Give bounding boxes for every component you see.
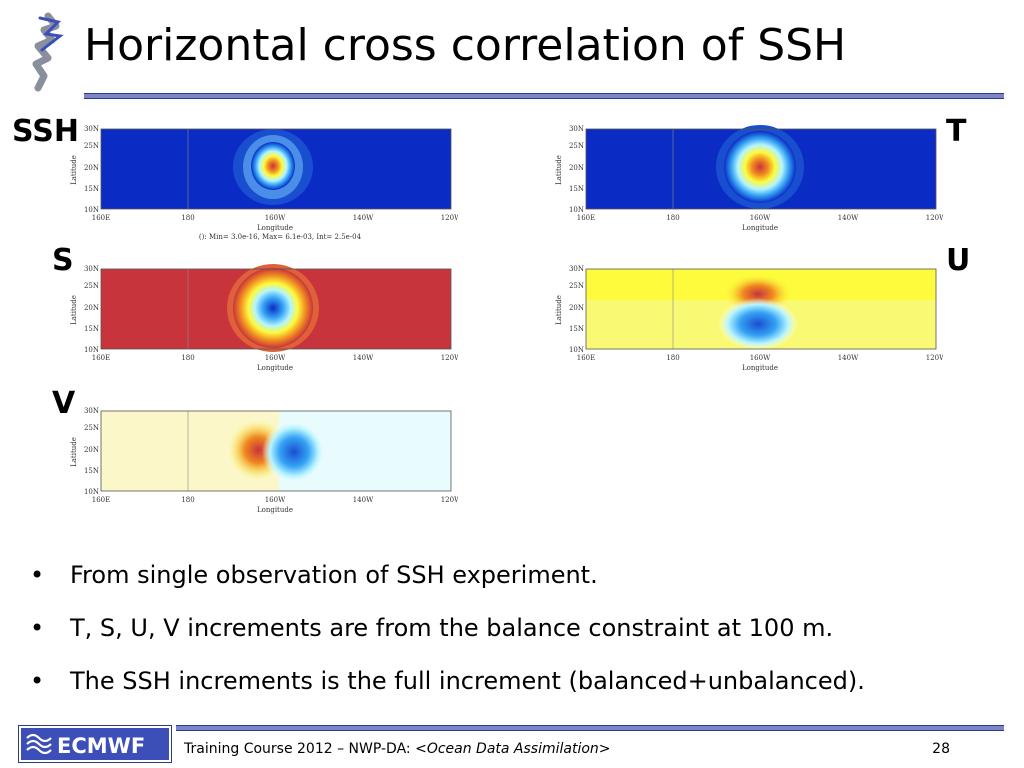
xtick-140w: 140W bbox=[353, 214, 374, 222]
ytick-10n: 10N bbox=[84, 206, 99, 214]
xtick-120w: 120W bbox=[441, 496, 458, 504]
ytick-10n: 10N bbox=[84, 346, 99, 354]
xtick-180: 180 bbox=[666, 354, 679, 362]
xtick-160w: 160W bbox=[750, 214, 771, 222]
panel-label-ssh: SSH bbox=[12, 114, 79, 149]
bullet-item: T, S, U, V increments are from the balan… bbox=[30, 611, 1010, 645]
ecmwf-swirl-logo bbox=[32, 12, 64, 92]
ytick-10n: 10N bbox=[84, 488, 99, 496]
ytick-30n: 30N bbox=[84, 265, 99, 273]
xtick-160e: 160E bbox=[92, 354, 110, 362]
footer-divider bbox=[176, 725, 1004, 731]
ytick-25n: 25N bbox=[569, 142, 584, 150]
ytick-15n: 15N bbox=[84, 325, 99, 333]
ytick-25n: 25N bbox=[84, 424, 99, 432]
ytick-30n: 30N bbox=[84, 407, 99, 415]
xtick-120w: 120W bbox=[441, 214, 458, 222]
xtick-160e: 160E bbox=[92, 496, 110, 504]
xtick-160w: 160W bbox=[750, 354, 771, 362]
map-panel-s: 30N 25N 20N 15N 10N 160E 180 160W 140W 1… bbox=[68, 260, 458, 390]
xlabel: Longitude bbox=[742, 224, 778, 232]
xtick-140w: 140W bbox=[353, 354, 374, 362]
xtick-180: 180 bbox=[666, 214, 679, 222]
ytick-10n: 10N bbox=[569, 346, 584, 354]
ytick-15n: 15N bbox=[84, 185, 99, 193]
map-panel-v: 30N 25N 20N 15N 10N 160E 180 160W 140W 1… bbox=[68, 402, 458, 532]
ytick-25n: 25N bbox=[84, 142, 99, 150]
title-divider bbox=[84, 93, 1004, 99]
ytick-15n: 15N bbox=[84, 467, 99, 475]
ytick-25n: 25N bbox=[569, 282, 584, 290]
panel-label-t: T bbox=[946, 114, 967, 149]
ytick-15n: 15N bbox=[569, 325, 584, 333]
ylabel: Latitude bbox=[555, 295, 563, 325]
xtick-160w: 160W bbox=[265, 214, 286, 222]
ecmwf-logo-text: ECMWF bbox=[57, 734, 145, 758]
footer-course-title: <Ocean Data Assimilation> bbox=[415, 741, 611, 757]
xtick-140w: 140W bbox=[838, 214, 859, 222]
ylabel: Latitude bbox=[70, 295, 78, 325]
ytick-30n: 30N bbox=[569, 265, 584, 273]
xlabel: Longitude bbox=[257, 364, 293, 372]
map-panel-ssh: 30N 25N 20N 15N 10N 160E 180 160W 140W 1… bbox=[68, 120, 458, 250]
xtick-140w: 140W bbox=[838, 354, 859, 362]
ytick-20n: 20N bbox=[569, 304, 584, 312]
xtick-160w: 160W bbox=[265, 496, 286, 504]
ytick-30n: 30N bbox=[569, 125, 584, 133]
ylabel: Latitude bbox=[70, 155, 78, 185]
xtick-140w: 140W bbox=[353, 496, 374, 504]
footer-course: Training Course 2012 – NWP-DA: <Ocean Da… bbox=[184, 741, 611, 757]
panel-label-v: V bbox=[52, 386, 76, 421]
map-panel-u: 30N 25N 20N 15N 10N 160E 180 160W 140W 1… bbox=[553, 260, 943, 390]
ylabel: Latitude bbox=[555, 155, 563, 185]
xlabel: Longitude bbox=[257, 506, 293, 514]
xtick-160w: 160W bbox=[265, 354, 286, 362]
xtick-180: 180 bbox=[181, 496, 194, 504]
xtick-160e: 160E bbox=[577, 214, 595, 222]
panel-caption-ssh: (): Min= 3.0e-16, Max= 6.1e-03, Int= 2.5… bbox=[199, 233, 362, 241]
ylabel: Latitude bbox=[70, 437, 78, 467]
xtick-120w: 120W bbox=[926, 354, 943, 362]
ytick-20n: 20N bbox=[84, 164, 99, 172]
ytick-30n: 30N bbox=[84, 125, 99, 133]
footer-course-prefix: Training Course 2012 – NWP-DA: bbox=[184, 741, 416, 757]
xlabel: Longitude bbox=[742, 364, 778, 372]
ytick-25n: 25N bbox=[84, 282, 99, 290]
panel-label-u: U bbox=[946, 243, 971, 278]
bullet-item: From single observation of SSH experimen… bbox=[30, 558, 1010, 592]
bullet-list: From single observation of SSH experimen… bbox=[30, 558, 1010, 717]
panel-label-s: S bbox=[52, 243, 74, 278]
ytick-20n: 20N bbox=[84, 446, 99, 454]
xtick-160e: 160E bbox=[92, 214, 110, 222]
ytick-20n: 20N bbox=[569, 164, 584, 172]
slide-title: Horizontal cross correlation of SSH bbox=[84, 20, 847, 71]
xlabel: Longitude bbox=[257, 224, 293, 232]
xtick-180: 180 bbox=[181, 214, 194, 222]
map-panel-t: 30N 25N 20N 15N 10N 160E 180 160W 140W 1… bbox=[553, 120, 943, 250]
xtick-160e: 160E bbox=[577, 354, 595, 362]
ecmwf-logo: ECMWF bbox=[18, 725, 172, 763]
ytick-10n: 10N bbox=[569, 206, 584, 214]
xtick-180: 180 bbox=[181, 354, 194, 362]
xtick-120w: 120W bbox=[926, 214, 943, 222]
ytick-15n: 15N bbox=[569, 185, 584, 193]
page-number: 28 bbox=[932, 741, 950, 757]
xtick-120w: 120W bbox=[441, 354, 458, 362]
ytick-20n: 20N bbox=[84, 304, 99, 312]
bullet-item: The SSH increments is the full increment… bbox=[30, 664, 1010, 698]
